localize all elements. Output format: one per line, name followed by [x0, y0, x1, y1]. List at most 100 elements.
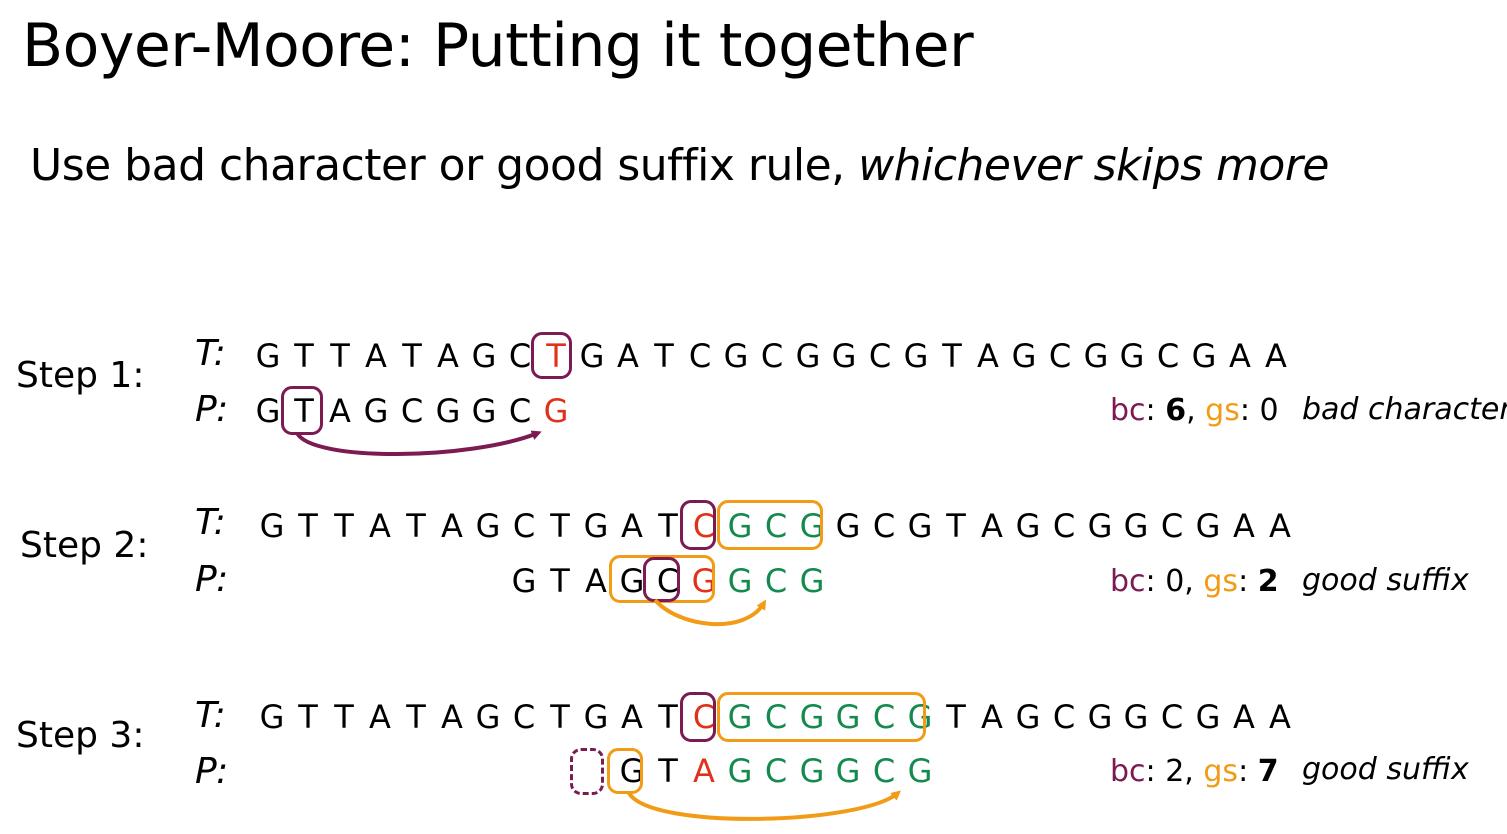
- text-char: G: [1123, 507, 1149, 545]
- text-char: C: [868, 337, 892, 375]
- bc-label: bc: [1110, 393, 1146, 428]
- text-char: C: [512, 507, 536, 545]
- text-char: C: [1156, 337, 1180, 375]
- pattern-char: T: [658, 752, 678, 790]
- pattern-char: G: [907, 752, 933, 790]
- text-char: A: [621, 698, 643, 736]
- text-char: G: [1195, 698, 1221, 736]
- text-char: T: [294, 337, 314, 375]
- text-char: C: [872, 507, 896, 545]
- text-char: T: [298, 698, 318, 736]
- text-char: G: [831, 337, 857, 375]
- pattern-char: T: [550, 562, 570, 600]
- text-char: G: [907, 507, 933, 545]
- text-char: T: [654, 337, 674, 375]
- step-1-shift-arrow: [295, 430, 542, 456]
- text-char: A: [437, 337, 459, 375]
- text-char: T: [330, 337, 350, 375]
- gs-label: gs: [1205, 393, 1240, 428]
- step-3-text-mismatch-box: [680, 692, 716, 742]
- text-char: T: [402, 337, 422, 375]
- text-char: T: [298, 507, 318, 545]
- step-3-p-label: P:: [195, 751, 229, 792]
- text-char: A: [1233, 698, 1255, 736]
- pattern-char: C: [656, 562, 680, 600]
- text-char: T: [334, 507, 354, 545]
- text-char: G: [727, 507, 753, 545]
- pattern-char: T: [294, 392, 314, 430]
- step-3-pattern-bc-dashed-box: [570, 748, 604, 795]
- text-char: G: [259, 698, 285, 736]
- text-char: A: [981, 507, 1003, 545]
- pattern-char: G: [471, 392, 497, 430]
- step-2-p-label: P:: [195, 559, 229, 600]
- pattern-char: G: [435, 392, 461, 430]
- text-char: C: [764, 507, 788, 545]
- text-char: C: [872, 698, 896, 736]
- text-char: G: [471, 337, 497, 375]
- text-char: C: [508, 337, 532, 375]
- text-char: G: [723, 337, 749, 375]
- text-char: A: [1269, 507, 1291, 545]
- step-1-counts: bc: 6, gs: 0: [1110, 393, 1279, 428]
- text-char: G: [903, 337, 929, 375]
- text-char: G: [1191, 337, 1217, 375]
- step-3-label: Step 3:: [16, 715, 145, 756]
- slide-title: Boyer-Moore: Putting it together: [22, 11, 974, 81]
- subtitle-text: Use bad character or good suffix rule,: [30, 140, 859, 191]
- text-char: C: [1160, 698, 1184, 736]
- text-char: T: [406, 507, 426, 545]
- step-2-verdict: good suffix: [1302, 563, 1469, 598]
- pattern-char: A: [693, 752, 715, 790]
- pattern-char: G: [727, 752, 753, 790]
- step-1-t-label: T:: [195, 333, 226, 374]
- text-char: T: [550, 507, 570, 545]
- pattern-char: C: [872, 752, 896, 790]
- text-char: A: [1269, 698, 1291, 736]
- step-2-text-suffix-box: [717, 500, 823, 550]
- pattern-char: G: [619, 562, 645, 600]
- step-1-gs-value: 0: [1259, 393, 1279, 428]
- text-char: C: [688, 337, 712, 375]
- text-char: G: [1119, 337, 1145, 375]
- pattern-char: G: [363, 392, 389, 430]
- pattern-char: G: [799, 752, 825, 790]
- pattern-char: C: [508, 392, 532, 430]
- text-char: G: [1083, 337, 1109, 375]
- step-1-pattern-bc-match-box: [281, 386, 323, 435]
- text-char: C: [1052, 507, 1076, 545]
- pattern-char: G: [835, 752, 861, 790]
- text-char: G: [475, 698, 501, 736]
- step-1-p-label: P:: [195, 389, 229, 430]
- text-char: G: [1011, 337, 1037, 375]
- step-3-text-suffix-box: [717, 692, 926, 742]
- step-1-verdict: bad character: [1302, 392, 1507, 427]
- subtitle-emphasis: whichever skips more: [858, 140, 1329, 191]
- text-char: A: [617, 337, 639, 375]
- step-2-label: Step 2:: [20, 525, 149, 566]
- text-char: A: [621, 507, 643, 545]
- text-char: G: [1195, 507, 1221, 545]
- text-char: G: [475, 507, 501, 545]
- step-3-shift-arrow: [627, 790, 902, 821]
- step-3-gs-value: 7: [1257, 754, 1279, 789]
- text-char: C: [1160, 507, 1184, 545]
- text-char: G: [1123, 698, 1149, 736]
- pattern-char: C: [764, 562, 788, 600]
- text-char: A: [981, 698, 1003, 736]
- text-char: T: [946, 507, 966, 545]
- text-char: T: [658, 698, 678, 736]
- step-2-counts: bc: 0, gs: 2: [1110, 564, 1279, 599]
- step-1-label: Step 1:: [16, 355, 145, 396]
- text-char: G: [583, 507, 609, 545]
- text-char: C: [1052, 698, 1076, 736]
- step-2-bc-value: 0: [1165, 564, 1185, 599]
- text-char: G: [259, 507, 285, 545]
- text-char: G: [835, 507, 861, 545]
- text-char: G: [1015, 507, 1041, 545]
- step-3-t-label: T:: [195, 695, 226, 736]
- text-char: G: [1087, 507, 1113, 545]
- step-3-pattern-gs-match-box: [607, 748, 643, 794]
- text-char: G: [907, 698, 933, 736]
- text-char: A: [1229, 337, 1251, 375]
